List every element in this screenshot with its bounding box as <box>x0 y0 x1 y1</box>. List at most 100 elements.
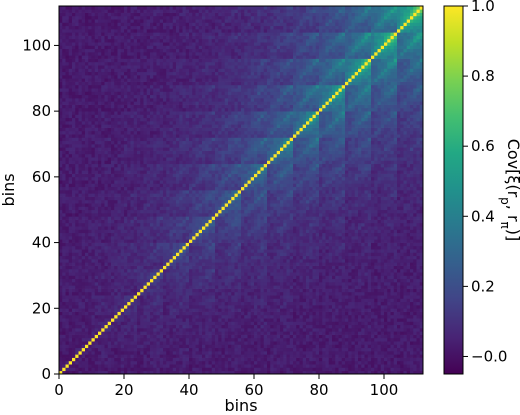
heatmap-cell <box>62 203 66 207</box>
heatmap-cell <box>150 328 154 332</box>
heatmap-cell <box>192 61 196 66</box>
heatmap-cell <box>101 265 105 270</box>
heatmap-cell <box>114 38 118 43</box>
heatmap-cell <box>117 262 122 266</box>
heatmap-cell <box>59 147 63 151</box>
heatmap-cell <box>98 321 102 326</box>
heatmap-cell <box>88 25 92 30</box>
heatmap-cell <box>68 144 73 148</box>
heatmap-cell <box>143 249 148 253</box>
heatmap-cell <box>72 167 76 171</box>
heatmap-cell <box>143 140 148 145</box>
heatmap-cell <box>117 127 122 132</box>
heatmap-cell <box>120 291 125 296</box>
heatmap-cell <box>75 321 79 326</box>
heatmap-cell <box>107 117 112 122</box>
heatmap-cell <box>120 98 125 102</box>
heatmap-cell <box>182 354 187 358</box>
heatmap-cell <box>78 55 83 59</box>
heatmap-cell <box>81 157 86 161</box>
heatmap-cell <box>59 259 63 263</box>
heatmap-cell <box>78 308 83 312</box>
heatmap-cell <box>88 147 92 151</box>
heatmap-cell <box>78 81 83 86</box>
heatmap-cell <box>62 117 66 122</box>
heatmap-cell <box>153 25 157 30</box>
heatmap-cell <box>146 15 151 20</box>
heatmap-cell <box>68 252 73 257</box>
heatmap-cell <box>88 38 92 43</box>
heatmap-cell <box>130 298 135 303</box>
heatmap-cell <box>176 68 180 73</box>
heatmap-cell <box>85 45 89 50</box>
heatmap-cell <box>176 180 180 184</box>
heatmap-cell <box>114 272 118 276</box>
heatmap-cell <box>117 61 122 66</box>
heatmap-cell <box>179 199 183 204</box>
heatmap-cell <box>159 81 164 86</box>
heatmap-cell <box>68 324 73 329</box>
heatmap-cell <box>133 15 138 20</box>
heatmap-cell <box>111 272 115 276</box>
heatmap-cell <box>59 209 63 214</box>
heatmap-cell <box>59 68 63 73</box>
heatmap-cell <box>68 84 73 89</box>
heatmap-cell <box>107 180 112 184</box>
heatmap-cell <box>192 239 196 243</box>
heatmap-cell <box>166 6 170 10</box>
heatmap-cell <box>172 351 177 355</box>
heatmap-cell <box>182 22 187 27</box>
heatmap-cell <box>189 209 193 214</box>
heatmap-cell <box>146 117 151 122</box>
heatmap-cell <box>94 298 99 303</box>
heatmap-cell <box>104 19 109 23</box>
heatmap-cell <box>127 331 131 335</box>
heatmap-cell <box>137 114 141 119</box>
heatmap-cell <box>120 111 125 115</box>
heatmap-cell <box>172 268 177 273</box>
heatmap-cell <box>117 203 122 207</box>
heatmap-cell <box>114 262 118 266</box>
heatmap-cell <box>91 114 96 119</box>
heatmap-cell <box>101 219 105 224</box>
heatmap-cell <box>72 196 76 201</box>
heatmap-cell <box>81 232 86 237</box>
heatmap-cell <box>78 193 83 197</box>
heatmap-cell <box>179 9 183 13</box>
heatmap-cell <box>68 239 73 243</box>
heatmap-cell <box>185 29 190 33</box>
heatmap-cell <box>189 199 193 204</box>
heatmap-cell <box>156 337 161 342</box>
heatmap-cell <box>114 236 118 240</box>
heatmap-cell <box>198 236 203 240</box>
heatmap-cell <box>143 91 148 96</box>
heatmap-cell <box>140 29 144 33</box>
heatmap-cell <box>127 334 131 339</box>
heatmap-cell <box>176 183 180 188</box>
heatmap-cell <box>98 19 102 23</box>
heatmap-cell <box>72 334 76 339</box>
heatmap-cell <box>198 331 203 335</box>
heatmap-cell <box>176 301 180 306</box>
heatmap-cell <box>72 107 76 112</box>
heatmap-cell <box>156 295 161 299</box>
heatmap-cell <box>156 252 161 257</box>
heatmap-cell <box>202 291 206 296</box>
heatmap-cell <box>153 32 157 36</box>
heatmap-cell <box>137 12 141 17</box>
heatmap-cell <box>75 288 79 293</box>
heatmap-cell <box>192 134 196 138</box>
heatmap-cell <box>169 19 174 23</box>
heatmap-cell <box>189 275 193 280</box>
heatmap-cell <box>114 331 118 335</box>
heatmap-cell <box>98 311 102 316</box>
heatmap-cell <box>143 71 148 76</box>
heatmap-cell <box>72 22 76 27</box>
heatmap-cell <box>176 314 180 319</box>
heatmap-cell <box>98 275 102 280</box>
heatmap-cell <box>120 176 125 181</box>
heatmap-cell <box>169 232 174 237</box>
heatmap-cell <box>62 38 66 43</box>
heatmap-cell <box>182 285 187 289</box>
heatmap-cell <box>62 255 66 260</box>
